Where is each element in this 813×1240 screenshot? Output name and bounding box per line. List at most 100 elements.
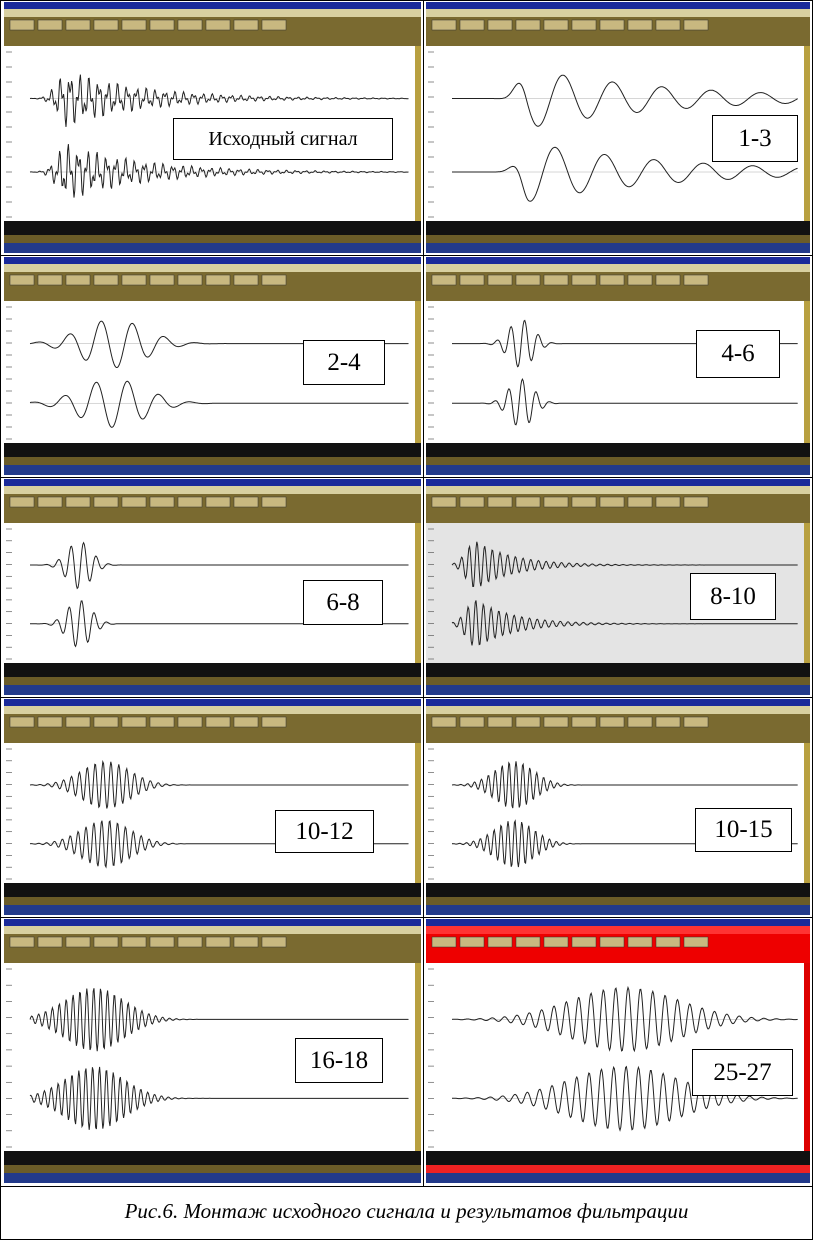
toolbar-button bbox=[572, 937, 596, 947]
tab-bar bbox=[426, 897, 810, 905]
taskbar bbox=[4, 243, 421, 253]
menu-bar bbox=[4, 486, 421, 494]
toolbar-button bbox=[234, 717, 258, 727]
toolbar-button bbox=[572, 275, 596, 285]
toolbar-button bbox=[178, 20, 202, 30]
toolbar-button bbox=[628, 20, 652, 30]
toolbar-button bbox=[432, 937, 456, 947]
toolbar-button bbox=[262, 275, 286, 285]
toolbar-button bbox=[150, 717, 174, 727]
toolbar-button bbox=[234, 937, 258, 947]
title-bar bbox=[426, 919, 810, 926]
toolbar-button bbox=[600, 717, 624, 727]
toolbar-button bbox=[38, 937, 62, 947]
toolbar-button bbox=[38, 497, 62, 507]
status-bar bbox=[4, 443, 421, 457]
menu-bar bbox=[4, 9, 421, 17]
toolbar-button bbox=[10, 937, 34, 947]
taskbar bbox=[426, 1173, 810, 1183]
toolbar-button bbox=[516, 937, 540, 947]
table-cell bbox=[0, 1186, 813, 1240]
toolbar-button bbox=[516, 20, 540, 30]
toolbar-button bbox=[432, 275, 456, 285]
toolbar-button bbox=[432, 717, 456, 727]
toolbar-button bbox=[488, 497, 512, 507]
tab-bar bbox=[426, 235, 810, 243]
toolbar-button bbox=[66, 20, 90, 30]
toolbar-button bbox=[262, 717, 286, 727]
toolbar-button bbox=[460, 275, 484, 285]
toolbar-button bbox=[38, 717, 62, 727]
scroll-bar bbox=[415, 523, 421, 663]
tab-bar bbox=[4, 677, 421, 685]
scroll-bar bbox=[415, 743, 421, 883]
toolbar-button bbox=[122, 275, 146, 285]
toolbar-button bbox=[150, 497, 174, 507]
scroll-bar bbox=[415, 963, 421, 1151]
toolbar-button bbox=[122, 20, 146, 30]
panel-label: 6-8 bbox=[303, 580, 383, 625]
toolbar-button bbox=[488, 20, 512, 30]
menu-bar bbox=[4, 926, 421, 934]
menu-bar bbox=[4, 706, 421, 714]
toolbar-button bbox=[262, 937, 286, 947]
toolbar-button bbox=[122, 497, 146, 507]
panel-label: 4-6 bbox=[696, 330, 780, 378]
toolbar-button bbox=[206, 275, 230, 285]
toolbar-button bbox=[262, 20, 286, 30]
menu-bar bbox=[426, 706, 810, 714]
figure-page: Рис.6. Монтаж исходного сигнала и резуль… bbox=[0, 0, 813, 1240]
menu-bar bbox=[426, 926, 810, 934]
status-bar bbox=[4, 1151, 421, 1165]
status-bar bbox=[426, 663, 810, 677]
status-bar bbox=[426, 443, 810, 457]
toolbar-button bbox=[66, 497, 90, 507]
toolbar-button bbox=[656, 275, 680, 285]
toolbar-button bbox=[206, 717, 230, 727]
toolbar-button bbox=[234, 275, 258, 285]
toolbar-button bbox=[460, 717, 484, 727]
toolbar-button bbox=[460, 937, 484, 947]
title-bar bbox=[4, 479, 421, 486]
scroll-bar bbox=[804, 963, 810, 1151]
title-bar bbox=[4, 919, 421, 926]
toolbar-button bbox=[656, 717, 680, 727]
toolbar-button bbox=[516, 717, 540, 727]
toolbar-button bbox=[66, 717, 90, 727]
toolbar-button bbox=[178, 937, 202, 947]
menu-bar bbox=[426, 264, 810, 272]
toolbar-button bbox=[516, 497, 540, 507]
taskbar bbox=[4, 685, 421, 695]
scroll-bar bbox=[415, 46, 421, 221]
taskbar bbox=[426, 465, 810, 475]
toolbar-button bbox=[656, 20, 680, 30]
toolbar-button bbox=[206, 497, 230, 507]
status-bar bbox=[4, 221, 421, 235]
toolbar-button bbox=[206, 937, 230, 947]
tab-bar bbox=[4, 1165, 421, 1173]
toolbar-button bbox=[122, 717, 146, 727]
title-bar bbox=[4, 2, 421, 9]
menu-bar bbox=[426, 486, 810, 494]
panel-label: 25-27 bbox=[692, 1049, 793, 1096]
panel-label: 10-15 bbox=[695, 808, 792, 852]
toolbar-button bbox=[684, 937, 708, 947]
taskbar bbox=[4, 465, 421, 475]
toolbar-button bbox=[66, 937, 90, 947]
toolbar-button bbox=[600, 275, 624, 285]
toolbar-button bbox=[234, 20, 258, 30]
toolbar-button bbox=[516, 275, 540, 285]
toolbar-button bbox=[544, 497, 568, 507]
status-bar bbox=[426, 1151, 810, 1165]
title-bar bbox=[426, 479, 810, 486]
toolbar-button bbox=[656, 497, 680, 507]
toolbar-button bbox=[656, 937, 680, 947]
panel-label: 2-4 bbox=[303, 340, 385, 385]
screenshot-panel bbox=[4, 699, 421, 915]
toolbar-button bbox=[460, 20, 484, 30]
panel-label: 10-12 bbox=[275, 810, 374, 853]
toolbar-button bbox=[572, 717, 596, 727]
tab-bar bbox=[4, 897, 421, 905]
tab-bar bbox=[426, 1165, 810, 1173]
scroll-bar bbox=[415, 301, 421, 443]
